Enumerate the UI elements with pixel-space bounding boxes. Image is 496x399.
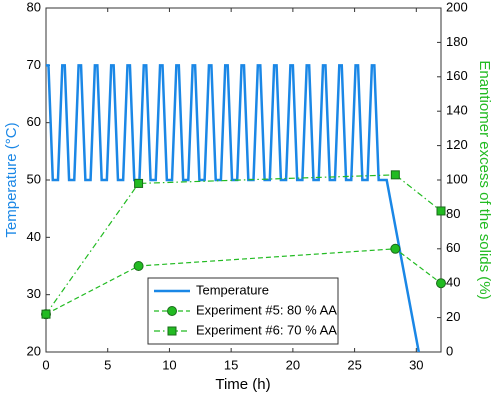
x-tick-label: 0 <box>42 357 49 372</box>
legend: Temperature Experiment #5: 80 % AA Experim… <box>147 277 339 345</box>
legend-label: Experiment #6: 70 % AA <box>196 322 337 337</box>
x-tick-label: 10 <box>162 357 176 372</box>
y-tick-label: 80 <box>27 0 41 14</box>
y2-tick-label: 40 <box>446 275 460 290</box>
series-line <box>46 174 441 315</box>
legend-label: Experiment #5: 80 % AA <box>196 302 337 317</box>
y-tick-label: 60 <box>27 114 41 129</box>
point <box>167 326 177 336</box>
y2-tick-label: 200 <box>446 0 468 14</box>
x-tick-label: 15 <box>224 357 238 372</box>
point <box>133 261 144 271</box>
point <box>390 170 400 180</box>
y-tick-label: 40 <box>27 229 41 244</box>
y2-tick-label: 0 <box>446 343 453 358</box>
y2-axis-label: Enantiomer excess of the solids (%) <box>476 60 493 299</box>
plot-frame <box>45 7 442 353</box>
y2-tick-label: 60 <box>446 240 460 255</box>
x-tick-label: 30 <box>409 357 423 372</box>
y-axis-label: Temperature (°C) <box>3 122 20 237</box>
x-tick-label: 5 <box>104 357 111 372</box>
x-axis-label: Time (h) <box>215 376 270 393</box>
point <box>41 309 51 319</box>
point <box>390 243 401 254</box>
point <box>167 306 177 316</box>
y-tick-label: 70 <box>27 57 41 72</box>
y2-tick-label: 100 <box>446 171 468 186</box>
y2-tick-label: 120 <box>446 137 468 152</box>
y-tick-label: 50 <box>27 171 41 186</box>
y-tick-label: 20 <box>27 343 41 358</box>
point <box>134 178 144 188</box>
x-tick-label: 25 <box>347 357 361 372</box>
series-line <box>46 248 441 315</box>
y2-tick-label: 160 <box>446 68 468 83</box>
y2-tick-label: 80 <box>446 206 460 221</box>
y2-tick-label: 140 <box>446 103 468 118</box>
y-tick-label: 30 <box>27 286 41 301</box>
point <box>436 206 446 216</box>
y2-tick-label: 20 <box>446 309 460 324</box>
legend-label: Temperature <box>196 282 269 297</box>
series-line <box>46 64 421 352</box>
x-tick-label: 20 <box>286 357 300 372</box>
y2-tick-label: 180 <box>446 34 468 49</box>
point <box>436 278 446 289</box>
